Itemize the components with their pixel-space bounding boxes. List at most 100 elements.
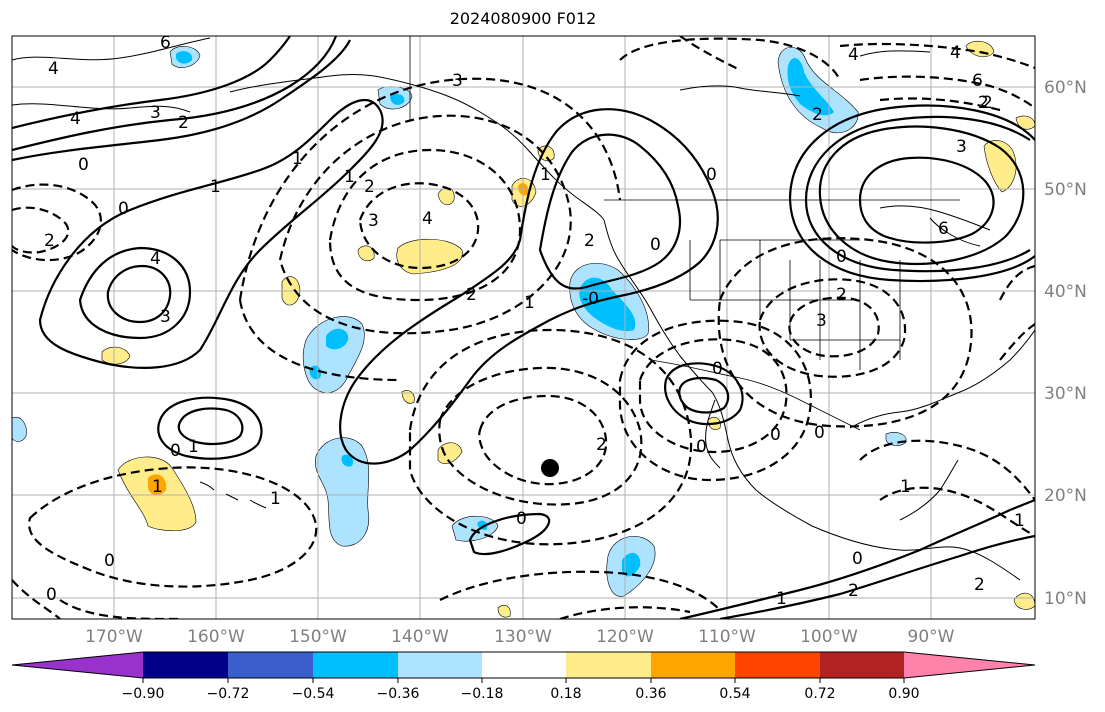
contour-label: 2: [974, 575, 985, 595]
contour-label: 4: [150, 249, 161, 269]
colorbar-segment: [228, 652, 313, 678]
coastline-alaska-west: [12, 37, 211, 113]
colorbar-tick-label: −0.90: [122, 686, 165, 702]
contour-label: 1: [1014, 511, 1025, 531]
longitude-labels: 170°W 160°W 150°W 140°W 130°W 120°W 110°…: [85, 627, 955, 647]
colorbar: −0.90 −0.72 −0.54 −0.36 −0.18 0.18 0.36 …: [11, 651, 1036, 702]
yellow-region-south: [497, 604, 511, 618]
coastline-canada-north: [679, 50, 931, 97]
lon-label-90w: 90°W: [908, 627, 955, 647]
contour-negative-central-inner: [478, 394, 608, 486]
colorbar-tick-label: 0.54: [719, 686, 750, 702]
contour-positive-bc-ridge: [339, 108, 719, 465]
contour-label: 1: [270, 489, 281, 509]
contour-label: 3: [956, 137, 967, 157]
contour-label: 0: [696, 437, 707, 457]
contour-positive-west-high-outer: [38, 99, 384, 369]
contour-negative-caribbean: [859, 439, 1035, 537]
contour-negative-pacific-low-outer: [328, 148, 522, 302]
contour-label: 0: [516, 509, 527, 529]
colorbar-tick-labels: −0.90 −0.72 −0.54 −0.36 −0.18 0.18 0.36 …: [122, 686, 920, 702]
lon-label-120w: 120°W: [596, 627, 654, 647]
colorbar-tick-label: 0.36: [635, 686, 666, 702]
yellow-region-pacific-1: [396, 238, 463, 275]
contour-label: 1: [210, 177, 221, 197]
coastline-alaska-south: [229, 73, 605, 221]
lat-label-50n: 50°N: [1044, 180, 1087, 200]
contour-label: 0: [118, 199, 129, 219]
lat-lon-grid: [12, 36, 1035, 619]
contour-label: 0: [706, 165, 717, 185]
contour-label: 2: [848, 581, 859, 601]
latitude-labels: 60°N 50°N 40°N 30°N 20°N 10°N: [1044, 78, 1087, 609]
contour-label: 2: [596, 435, 607, 455]
contour-label: 0: [712, 359, 723, 379]
contour-label: 4: [848, 45, 859, 65]
contour-negative-mexico-ring: [638, 338, 788, 454]
contour-label: 0: [170, 441, 181, 461]
contour-negative-us-inner: [788, 296, 880, 358]
yellow-region-pacific-5: [101, 346, 131, 365]
colorbar-segment: [566, 652, 651, 678]
contour-positive-hudson-outer2: [804, 115, 1031, 273]
contour-negative-southwest-2: [12, 579, 180, 619]
deep-blue-central: [341, 454, 354, 467]
contour-label: 3: [368, 211, 379, 231]
yellow-region-east-1: [983, 140, 1017, 193]
lat-label-20n: 20°N: [1044, 486, 1087, 506]
colorbar-tick-label: 0.18: [550, 686, 581, 702]
contour-label: 0: [78, 155, 89, 175]
contour-negative-us-outer: [717, 237, 973, 428]
deep-blue-gulf: [390, 94, 405, 105]
colorbar-segment: [735, 652, 820, 678]
contour-positive-central-pacific: [157, 396, 263, 460]
yellow-region-gulf: [1013, 592, 1035, 610]
contour-label: 3: [160, 307, 171, 327]
contour-label: 1: [188, 437, 199, 457]
lon-label-100w: 100°W: [800, 627, 858, 647]
contour-negative-mexico-ring2: [618, 319, 812, 482]
contour-negative-south: [439, 570, 721, 619]
lon-label-140w: 140°W: [391, 627, 449, 647]
contour-positive-west-high: [78, 246, 192, 340]
contour-lines: [12, 36, 1035, 619]
colorbar-segment: [313, 652, 398, 678]
contour-label: 2: [178, 113, 189, 133]
contour-label: 1: [292, 149, 303, 169]
contour-label: 1: [900, 477, 911, 497]
contour-label: 2: [44, 231, 55, 251]
contour-positive-hudson-inner: [858, 156, 995, 244]
contour-label: 0: [836, 247, 847, 267]
lon-label-130w: 130°W: [494, 627, 552, 647]
deep-blue-pacific-north: [326, 328, 349, 350]
colorbar-tick-label: −0.54: [292, 686, 335, 702]
blue-region-west: [12, 416, 27, 442]
lon-label-160w: 160°W: [187, 627, 245, 647]
colorbar-tick-label: −0.72: [207, 686, 250, 702]
contour-label: 2: [836, 285, 847, 305]
contour-positive-southeast: [679, 498, 1035, 619]
contour-label: 2: [466, 285, 477, 305]
contour-label: 0: [852, 549, 863, 569]
contour-label: 1: [524, 293, 535, 313]
contour-label: 0: [46, 585, 57, 605]
contour-label: 6: [972, 71, 983, 91]
contour-positive-west-high-inner: [106, 264, 172, 324]
yellow-region-pacific-7: [401, 390, 415, 404]
yellow-region-pacific-3: [357, 245, 375, 262]
contour-positive-mexico-low: [664, 362, 744, 426]
colorbar-segment: [143, 652, 228, 678]
colorbar-segment: [820, 652, 904, 678]
contour-label: -0: [582, 289, 599, 309]
yellow-region-pacific-2: [437, 187, 455, 206]
coastline-hudson: [879, 205, 991, 247]
contour-negative-pacific-outer2: [278, 114, 572, 335]
colorbar-segment: [651, 652, 735, 678]
deep-blue-south: [622, 552, 641, 577]
contour-positive-alaska-2: [12, 36, 338, 152]
contour-label: 2: [584, 231, 595, 251]
lon-label-110w: 110°W: [698, 627, 756, 647]
contour-label: 4: [48, 59, 59, 79]
coastline-west: [603, 219, 1021, 581]
lon-label-170w: 170°W: [85, 627, 143, 647]
